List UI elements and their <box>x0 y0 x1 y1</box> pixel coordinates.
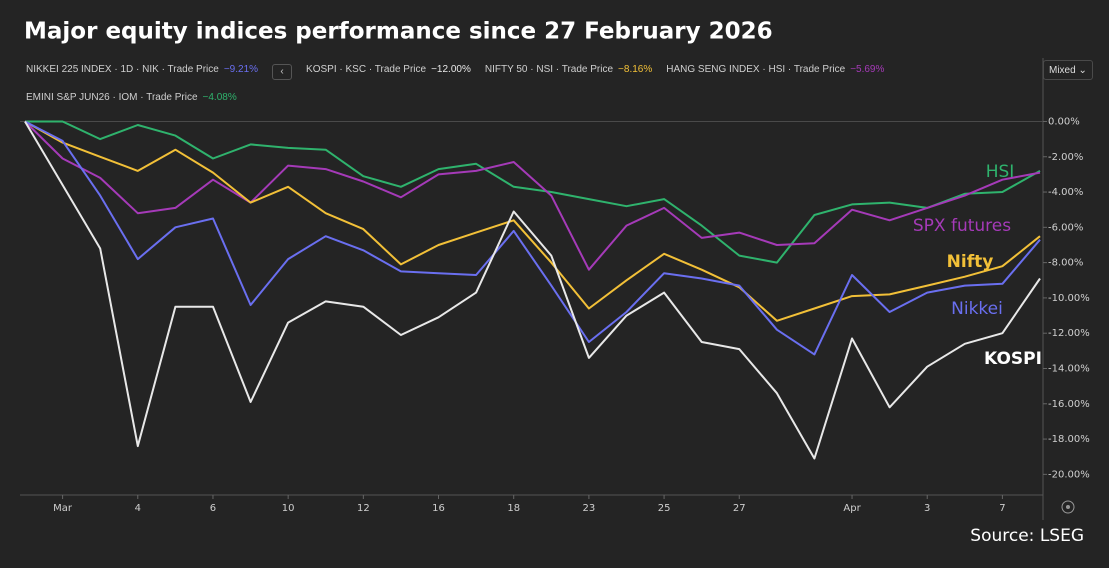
x-tick-label: 10 <box>282 503 295 514</box>
legend-label: KOSPI · KSC · Trade Price <box>306 64 427 75</box>
x-tick-label: 7 <box>999 503 1005 514</box>
legend-nav-button[interactable]: ‹ <box>272 64 293 80</box>
settings-icon-dot <box>1066 505 1070 509</box>
chart-title: Major equity indices performance since 2… <box>24 19 773 45</box>
x-tick-label: Mar <box>53 503 73 514</box>
x-tick-label: 18 <box>507 503 520 514</box>
legend: NIKKEI 225 INDEX · 1D · NIK · Trade Pric… <box>26 64 1006 103</box>
x-tick-label: 6 <box>210 503 216 514</box>
legend-value: −5.69% <box>850 64 885 75</box>
y-tick-label: -18.00% <box>1048 434 1090 445</box>
y-tick-label: -10.00% <box>1048 293 1090 304</box>
series-line <box>24 120 1041 460</box>
legend-value: −8.16% <box>618 64 653 75</box>
y-tick-label: -2.00% <box>1048 152 1083 163</box>
x-tick-label: 4 <box>135 503 141 514</box>
series-line <box>24 120 1041 271</box>
legend-value: −4.08% <box>202 92 237 103</box>
y-tick-label: -20.00% <box>1048 469 1090 480</box>
y-tick-label: -8.00% <box>1048 258 1083 269</box>
series-line <box>25 120 1041 264</box>
legend-label: NIKKEI 225 INDEX · 1D · NIK · Trade Pric… <box>26 64 219 75</box>
y-tick-label: -16.00% <box>1048 399 1090 410</box>
legend-item: KOSPI · KSC · Trade Price −12.00% <box>306 64 471 80</box>
legend-item: EMINI S&P JUN26 · IOM · Trade Price −4.08… <box>26 92 237 103</box>
scale-mode-button[interactable]: Mixed ⌄ <box>1043 60 1093 80</box>
y-tick-label: -12.00% <box>1048 328 1090 339</box>
y-tick-label: -14.00% <box>1048 363 1090 374</box>
source: Source: LSEG <box>970 526 1084 546</box>
legend-value: −9.21% <box>223 64 259 75</box>
scale-mode: Mixed <box>1049 65 1076 76</box>
annotation: HSI <box>986 162 1015 182</box>
x-tick-label: 23 <box>583 503 596 514</box>
series-line <box>24 120 1041 356</box>
y-tick-label: -4.00% <box>1048 187 1083 198</box>
x-tick-label: 27 <box>733 503 746 514</box>
legend-label: EMINI S&P JUN26 · IOM · Trade Price <box>26 92 198 103</box>
legend-label: NIFTY 50 · NSI · Trade Price <box>484 64 614 75</box>
annotation: Nikkei <box>951 299 1003 319</box>
y-tick-label: 0.00% <box>1048 116 1080 127</box>
legend-item: NIFTY 50 · NSI · Trade Price −8.16% <box>485 64 652 80</box>
annotation: Nifty <box>947 252 994 272</box>
annotation: SPX futures <box>913 216 1011 236</box>
x-tick-label: 16 <box>432 503 445 514</box>
legend-label: HANG SENG INDEX · HSI · Trade Price <box>666 64 846 75</box>
y-tick-label: -6.00% <box>1048 222 1083 233</box>
legend-item: NIKKEI 225 INDEX · 1D · NIK · Trade Pric… <box>26 64 258 80</box>
x-tick-label: 12 <box>357 503 370 514</box>
annotation: KOSPI <box>984 349 1042 369</box>
settings-icon[interactable] <box>1061 500 1075 514</box>
x-tick-label: 3 <box>924 503 930 514</box>
series-line <box>24 120 1041 322</box>
x-tick-label: Apr <box>843 503 861 514</box>
legend-item: HANG SENG INDEX · HSI · Trade Price −5.69… <box>666 64 884 80</box>
x-tick-label: 25 <box>658 503 671 514</box>
legend-value: −12.00% <box>431 64 471 75</box>
